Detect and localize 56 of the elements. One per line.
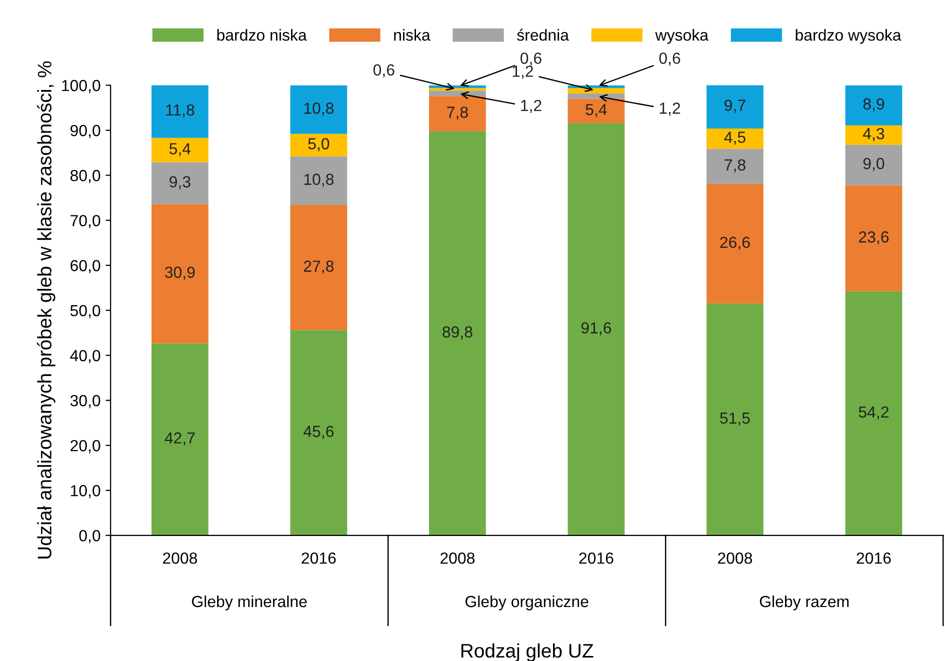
data-label: 9,3	[170, 176, 190, 190]
data-label: 0,6	[520, 52, 542, 66]
y-tick-label: 10,0	[70, 485, 100, 498]
x-tick-label: 2008	[162, 552, 198, 564]
y-tick-label: 80,0	[70, 170, 100, 184]
y-tick-label: 90,0	[70, 124, 100, 138]
data-label: 9,0	[863, 158, 884, 172]
data-label: 51,5	[720, 412, 750, 426]
data-label: 26,6	[720, 236, 750, 250]
data-label: 7,8	[447, 106, 468, 120]
y-tick-label: 20,0	[70, 440, 100, 454]
data-label: 23,6	[858, 231, 889, 244]
legend-label: średnia	[517, 28, 570, 41]
data-label: 11,8	[166, 104, 194, 118]
data-label: 4,3	[862, 128, 884, 142]
data-label: 30,9	[165, 266, 195, 280]
text: Gleby mineralne	[192, 595, 307, 610]
y-tick-label: 50,0	[70, 304, 100, 318]
data-label: 1,2	[660, 102, 680, 116]
data-label: 5,0	[308, 138, 330, 152]
data-label: 10,8	[304, 174, 334, 187]
data-label: 1,2	[521, 100, 542, 114]
x-tick-label: 2008	[440, 552, 475, 564]
y-tick-label: 60,0	[70, 260, 100, 274]
legend-label: wysoka	[655, 28, 709, 44]
data-label: 0,6	[659, 52, 680, 66]
y-tick-label: 0,0	[79, 530, 100, 544]
legend-label: niska	[394, 28, 430, 41]
data-label: 5,4	[586, 104, 607, 118]
data-label: 9,7	[724, 100, 746, 113]
legend-label: bardzo wysoka	[796, 28, 902, 44]
y-tick-label: 70,0	[70, 214, 100, 228]
y-axis-title: Udział analizowanych próbek gleb w klasie zasobności, %	[36, 61, 56, 558]
data-label: 0,6	[373, 64, 394, 78]
x-tick-label: 2016	[302, 552, 336, 564]
data-label: 42,7	[164, 432, 195, 446]
data-label: 10,8	[304, 102, 334, 116]
data-label: 89,8	[442, 326, 472, 340]
x-tick-label: 2016	[579, 552, 614, 564]
legend-label: bardzo niska	[217, 28, 307, 41]
data-label: 4,5	[724, 132, 746, 145]
data-label: 91,6	[581, 322, 612, 336]
data-label: 45,6	[304, 426, 334, 439]
data-label: 54,2	[858, 406, 888, 420]
y-tick-label: 40,0	[70, 350, 100, 364]
y-tick-label: 30,0	[70, 395, 100, 408]
x-tick-label: 2016	[856, 552, 891, 564]
text: Gleby razem	[760, 595, 849, 610]
text: Gleby organiczne	[465, 595, 588, 610]
x-tick-label: 2008	[718, 552, 752, 564]
y-tick-label: 100,0	[62, 80, 100, 94]
data-label: 7,8	[724, 159, 746, 172]
data-label: 1,2	[512, 66, 533, 79]
data-label: 27,8	[304, 260, 334, 274]
data-label: 8,9	[863, 98, 884, 112]
data-label: 5,4	[169, 143, 191, 156]
